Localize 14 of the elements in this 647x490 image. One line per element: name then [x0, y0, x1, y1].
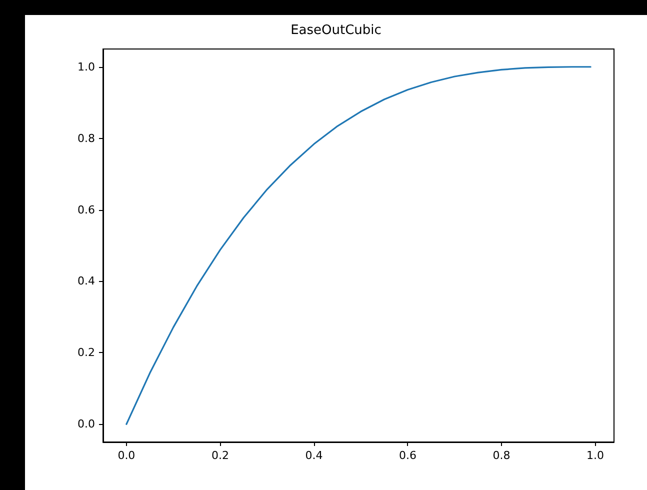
y-tick-label: 0.0 — [78, 418, 95, 431]
x-tick-label: 0.8 — [492, 449, 510, 462]
x-tick-label: 0.0 — [118, 449, 136, 462]
x-tick-label: 1.0 — [586, 449, 604, 462]
chart-title: EaseOutCubic — [290, 23, 382, 38]
x-tick-label: 0.4 — [305, 449, 323, 462]
y-tick-label: 0.8 — [78, 132, 95, 145]
y-tick-label: 0.2 — [78, 346, 95, 360]
x-tick-label: 0.2 — [211, 449, 229, 462]
y-tick-label: 0.4 — [78, 274, 95, 288]
line-series — [126, 66, 592, 425]
x-tick-label: 0.6 — [398, 449, 416, 462]
y-tick-label: 1.0 — [78, 60, 95, 74]
y-tick-label: 0.6 — [78, 203, 95, 216]
